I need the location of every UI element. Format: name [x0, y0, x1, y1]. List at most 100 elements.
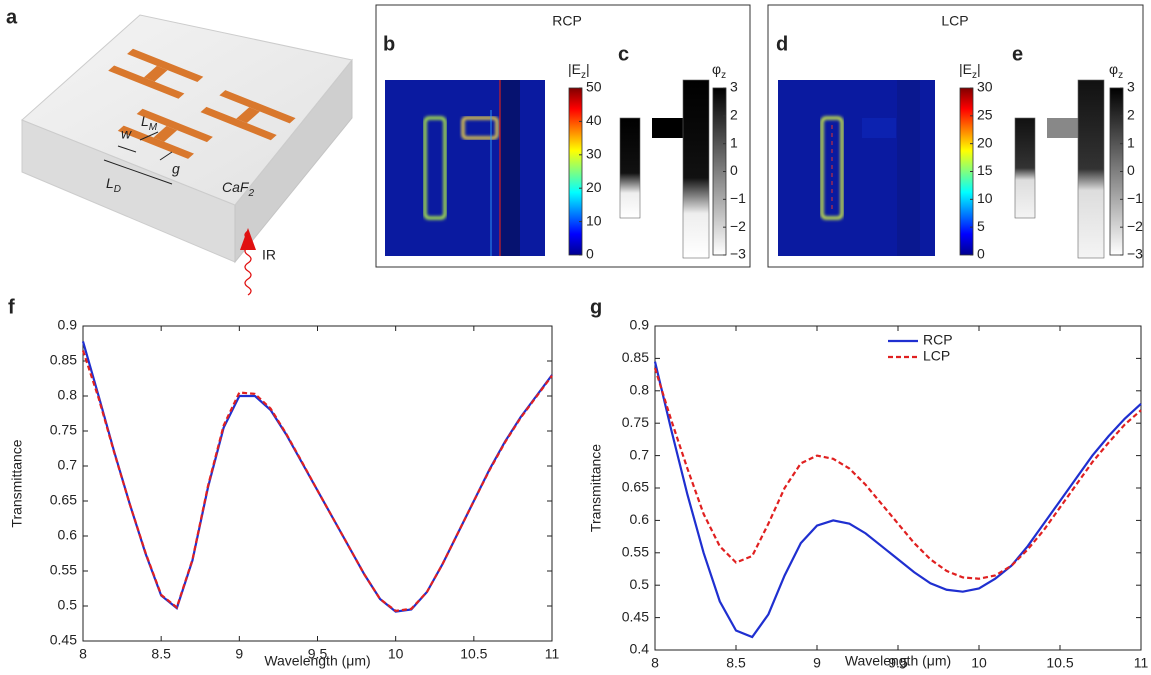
x-tick-label: 8.5 — [151, 646, 171, 662]
colorbar-tick-label: 3 — [1127, 79, 1135, 95]
map-title: RCP — [552, 13, 582, 29]
colorbar-tick-label: 30 — [586, 146, 602, 162]
nanobar — [117, 125, 194, 159]
y-tick-label: 0.75 — [622, 414, 649, 430]
series-line — [81, 341, 553, 613]
y-tick-label: 0.6 — [58, 527, 78, 543]
ir-arrow — [240, 228, 256, 250]
y-tick-label: 0.55 — [50, 562, 77, 578]
field-map — [385, 80, 545, 256]
colorbar-label-part: z — [721, 70, 726, 81]
panel-label: e — [1012, 43, 1023, 65]
dim-label: w — [121, 126, 132, 142]
colorbar-label-part: z — [972, 70, 977, 81]
colorbar-tick-label: −1 — [730, 190, 746, 206]
colorbar-tick-label: 40 — [586, 112, 602, 128]
x-tick-label: 8.5 — [726, 655, 746, 671]
colorbar-label: φz — [712, 61, 726, 81]
colorbar-label: φz — [1109, 61, 1123, 81]
nanobar — [200, 106, 277, 141]
panel-frame — [375, 4, 751, 268]
y-tick-label: 0.4 — [630, 641, 650, 657]
nanobar — [127, 48, 204, 82]
x-tick-label: 11 — [545, 646, 560, 662]
colorbar-tick-label: 20 — [977, 134, 993, 150]
colorbar-tick-label: 2 — [730, 107, 738, 123]
y-tick-label: 0.5 — [630, 576, 650, 592]
dim-label: LD — [106, 175, 121, 195]
colorbar-tick-label: −1 — [1127, 190, 1143, 206]
x-tick-label: 9.5 — [308, 646, 328, 662]
y-tick-label: 0.8 — [58, 387, 78, 403]
nanobar — [153, 125, 178, 142]
dimension-arrows — [103, 131, 173, 185]
panel-label: c — [618, 43, 629, 65]
x-tick-label: 9.5 — [888, 655, 908, 671]
y-tick-label: 0.8 — [630, 382, 650, 398]
colorbar-label-part: z — [581, 70, 586, 81]
beam-label: IR — [262, 247, 276, 263]
map-title: LCP — [941, 13, 968, 29]
y-axis-label: Transmittance — [9, 439, 25, 527]
x-tick-label: 8 — [651, 655, 659, 671]
dim-label: g — [172, 161, 180, 177]
colorbar-tick-label: 0 — [977, 246, 985, 262]
colorbar-label-part: φ — [1109, 61, 1118, 77]
colorbar-tick-label: 0 — [1127, 162, 1135, 178]
colorbar-tick-label: 15 — [977, 162, 993, 178]
nanobar — [236, 107, 260, 124]
y-tick-label: 0.55 — [622, 544, 649, 560]
colorbar-tick-label: −2 — [1127, 218, 1143, 234]
series-line — [81, 350, 553, 613]
colorbar-label-part: |E — [568, 61, 581, 77]
colorbar-tick-label: 20 — [586, 179, 602, 195]
schematic: a w LM g LD CaF2 IR — [6, 6, 353, 296]
x-tick-label: 10 — [971, 655, 987, 671]
legend-label: RCP — [923, 332, 953, 348]
y-tick-label: 0.5 — [58, 597, 78, 613]
colorbar-tick-label: 10 — [586, 212, 602, 228]
panel-label: d — [776, 33, 788, 55]
dim-label: LM — [141, 113, 158, 133]
colorbar-tick-label: 3 — [730, 79, 738, 95]
panel-label: f — [8, 296, 15, 318]
substrate-top — [21, 14, 353, 206]
y-tick-label: 0.65 — [50, 492, 77, 508]
y-tick-label: 0.9 — [58, 317, 78, 333]
y-tick-label: 0.7 — [630, 446, 650, 462]
y-tick-label: 0.45 — [622, 608, 649, 624]
y-tick-label: 0.6 — [630, 511, 650, 527]
colorbar-tick-label: −3 — [730, 246, 746, 262]
colorbar-label-part: | — [977, 61, 981, 77]
colorbar-tick-label: −3 — [1127, 246, 1143, 262]
nanobar — [143, 65, 168, 82]
x-tick-label: 9 — [813, 655, 821, 671]
colorbar-label-part: |E — [959, 61, 972, 77]
substrate-label: CaF2 — [222, 179, 254, 199]
y-tick-label: 0.85 — [622, 349, 649, 365]
y-tick-label: 0.45 — [50, 632, 77, 648]
x-tick-label: 10 — [388, 646, 404, 662]
x-axis-label: Wavelength (μm) — [264, 653, 370, 669]
colorbar-label-part: | — [586, 61, 590, 77]
series-line — [653, 361, 1142, 639]
colorbar-tick-label: 50 — [586, 79, 602, 95]
x-tick-label: 10.5 — [1046, 655, 1073, 671]
panel-label: g — [590, 296, 602, 318]
colorbar — [568, 87, 583, 256]
phase-map — [1014, 79, 1105, 259]
phase-map — [619, 79, 710, 259]
colorbar-tick-label: 30 — [977, 79, 993, 95]
field-map — [778, 80, 935, 256]
colorbar-tick-label: 1 — [730, 134, 738, 150]
y-tick-label: 0.75 — [50, 422, 77, 438]
legend-label: LCP — [923, 348, 950, 364]
colorbar-tick-label: 10 — [977, 190, 993, 206]
nanobar — [136, 108, 213, 143]
x-axis-label: Wavelength (μm) — [845, 653, 951, 669]
nanobar — [108, 65, 185, 99]
colorbar-tick-label: 1 — [1127, 134, 1135, 150]
y-axis-label: Transmittance — [588, 444, 604, 532]
panel-label: a — [6, 6, 18, 28]
panel-label: b — [383, 33, 395, 55]
